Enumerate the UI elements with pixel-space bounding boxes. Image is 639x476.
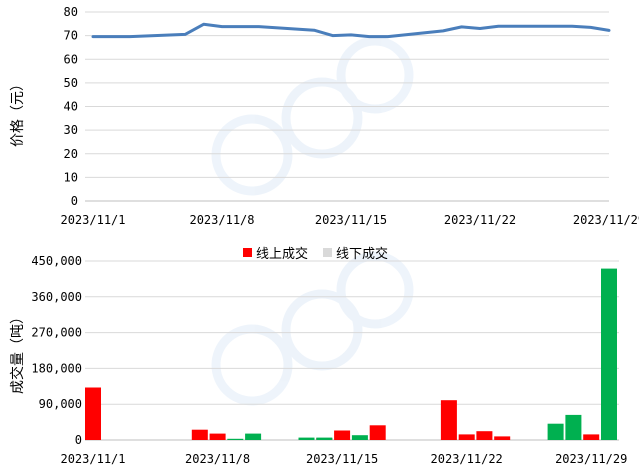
- volume-bar-green: [298, 437, 315, 440]
- volume-bar-online: [494, 436, 511, 440]
- price-x-tick-label: 2023/11/29: [573, 213, 639, 227]
- price-series-line: [91, 22, 611, 39]
- legend: 线上成交 线下成交: [243, 246, 388, 262]
- volume-bar-green: [565, 414, 582, 440]
- volume-bar-online: [191, 429, 208, 440]
- price-y-tick-label: 20: [64, 147, 78, 161]
- volume-bar-green: [601, 268, 617, 440]
- price-y-tick-label: 50: [64, 76, 78, 90]
- volume-y-tick-label: 180,000: [31, 361, 82, 375]
- volume-bar-green: [351, 435, 368, 440]
- volume-bar-chart: 0 90,000 180,000 270,000 360,000 450,000 2023/…: [31, 254, 627, 466]
- price-y-tick-label: 30: [64, 123, 78, 137]
- volume-y-tick-label: 0: [75, 433, 82, 447]
- volume-bar-online: [369, 425, 386, 440]
- volume-bar-green: [316, 437, 333, 440]
- volume-bar-online: [476, 431, 493, 440]
- volume-y-tick-label: 90,000: [39, 397, 82, 411]
- volume-bar-green: [547, 423, 564, 440]
- volume-bar-online: [458, 434, 475, 440]
- legend-label-offline: 线下成交: [336, 246, 388, 262]
- price-x-tick-label: 2023/11/1: [60, 213, 125, 227]
- volume-bar-online: [583, 434, 600, 440]
- volume-y-tick-label: 450,000: [31, 254, 82, 268]
- price-y-axis-label: 价格（元）: [10, 77, 26, 147]
- legend-swatch-offline: [323, 248, 332, 257]
- volume-bar-online: [85, 387, 101, 440]
- volume-x-tick-label: 2023/11/22: [431, 452, 503, 466]
- volume-x-tick-label: 2023/11/8: [185, 452, 250, 466]
- price-y-tick-label: 10: [64, 170, 78, 184]
- price-x-tick-label: 2023/11/22: [444, 213, 516, 227]
- legend-swatch-online: [243, 248, 252, 257]
- volume-x-tick-label: 2023/11/29: [555, 452, 627, 466]
- volume-y-tick-label: 270,000: [31, 326, 82, 340]
- price-x-tick-label: 2023/11/15: [315, 213, 387, 227]
- volume-bar-online: [209, 433, 226, 440]
- volume-bar-green: [227, 438, 244, 440]
- volume-y-axis-label: 成交量（吨）: [9, 310, 26, 394]
- price-y-tick-label: 70: [64, 29, 78, 43]
- price-x-tick-label: 2023/11/8: [189, 213, 254, 227]
- price-line-chart: 0 10 20 30 40 50 60 70 80 2023/11/1 2023/11/8 2023/…: [60, 5, 639, 227]
- volume-x-tick-label: 2023/11/1: [60, 452, 125, 466]
- volume-bar-online: [334, 430, 351, 440]
- volume-bar-online: [440, 400, 457, 440]
- price-y-tick-label: 40: [64, 100, 78, 114]
- volume-y-tick-label: 360,000: [31, 290, 82, 304]
- price-y-tick-label: 80: [64, 5, 78, 19]
- price-y-tick-label: 0: [71, 194, 78, 208]
- price-y-tick-label: 60: [64, 52, 78, 66]
- volume-bar-green: [245, 433, 262, 440]
- volume-x-tick-label: 2023/11/15: [306, 452, 378, 466]
- legend-label-online: 线上成交: [256, 246, 308, 262]
